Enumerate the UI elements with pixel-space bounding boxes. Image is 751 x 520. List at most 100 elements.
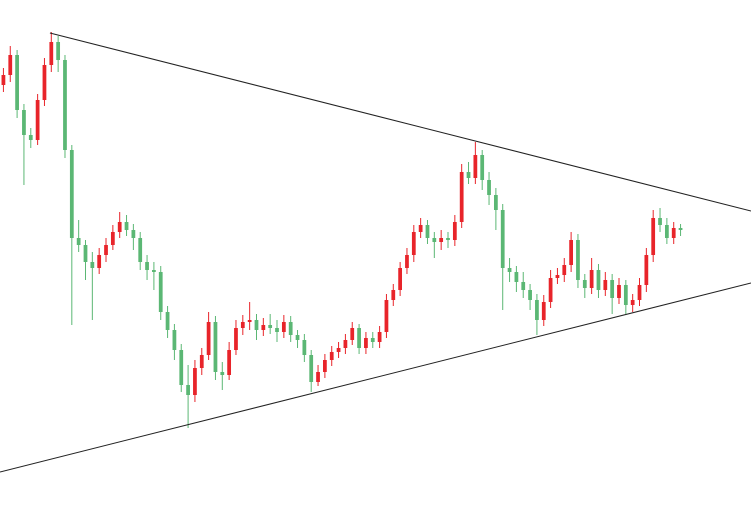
candle-body bbox=[56, 42, 61, 60]
candle-body bbox=[193, 368, 197, 395]
candle-body bbox=[562, 265, 567, 275]
candle-body bbox=[138, 238, 143, 262]
candle-body bbox=[110, 232, 115, 245]
candle-body bbox=[76, 238, 81, 245]
candle-body bbox=[336, 348, 341, 352]
candle-body bbox=[357, 328, 361, 348]
candle-body bbox=[610, 280, 615, 298]
candle-body bbox=[370, 338, 375, 342]
candle-body bbox=[411, 232, 416, 255]
candle-body bbox=[473, 155, 478, 178]
candle-body bbox=[589, 270, 594, 288]
candle-body bbox=[234, 328, 238, 350]
candle-body bbox=[104, 245, 108, 255]
candle-body bbox=[350, 328, 355, 340]
candle-body bbox=[186, 385, 190, 395]
candle-body bbox=[254, 320, 259, 330]
candle-body bbox=[439, 238, 444, 242]
candle-body bbox=[220, 372, 225, 375]
candle-body bbox=[651, 218, 656, 255]
candle-body bbox=[35, 100, 40, 140]
candle-body bbox=[603, 280, 608, 290]
trend-line bbox=[0, 282, 751, 473]
candle-body bbox=[555, 275, 560, 278]
candle-body bbox=[630, 300, 635, 305]
candle-body bbox=[199, 355, 204, 368]
candle-body bbox=[145, 262, 149, 270]
candle-body bbox=[117, 222, 122, 232]
candle-body bbox=[165, 312, 170, 330]
candle-body bbox=[83, 245, 88, 262]
candle-body bbox=[261, 325, 266, 330]
candle-body bbox=[514, 272, 519, 282]
candle-body bbox=[97, 255, 102, 268]
candle-body bbox=[569, 240, 573, 265]
candle-body bbox=[288, 322, 293, 335]
candle-body bbox=[658, 218, 662, 225]
candle-body bbox=[391, 290, 396, 300]
candle-body bbox=[528, 290, 532, 300]
candle-body bbox=[582, 280, 587, 288]
candle-body bbox=[432, 238, 437, 242]
candle-body bbox=[487, 180, 491, 195]
candle-body bbox=[90, 262, 95, 268]
candle-body bbox=[637, 285, 642, 300]
candle-body bbox=[623, 285, 628, 305]
candle-body bbox=[521, 282, 526, 290]
candle-body bbox=[268, 325, 273, 328]
candle-body bbox=[124, 222, 129, 230]
candle-body bbox=[576, 240, 580, 280]
candle-body bbox=[446, 238, 450, 240]
candle-body bbox=[69, 150, 74, 238]
candle-body bbox=[418, 225, 423, 232]
trend-line bbox=[49, 32, 751, 212]
candle-body bbox=[425, 225, 430, 238]
candle-body bbox=[309, 355, 314, 382]
candle-body bbox=[213, 322, 218, 372]
candle-body bbox=[28, 135, 33, 140]
candle-body bbox=[158, 272, 163, 312]
candle-body bbox=[172, 330, 177, 350]
candle-body bbox=[405, 255, 409, 268]
candle-body bbox=[678, 228, 683, 230]
candle-body bbox=[535, 300, 539, 320]
candle-body bbox=[302, 340, 307, 355]
candle-body bbox=[377, 332, 382, 342]
candle-body bbox=[596, 270, 601, 290]
candle-body bbox=[548, 278, 553, 302]
candle-body bbox=[466, 172, 471, 178]
candle-body bbox=[49, 42, 54, 65]
candle-body bbox=[22, 110, 26, 135]
candle-body bbox=[493, 195, 498, 210]
candle-body bbox=[247, 320, 252, 322]
candle-body bbox=[42, 65, 47, 100]
candle-body bbox=[1, 75, 6, 85]
candle-body bbox=[343, 340, 348, 348]
candle-body bbox=[480, 155, 485, 180]
candle-body bbox=[329, 352, 334, 360]
candle-body bbox=[323, 360, 327, 372]
candle-body bbox=[364, 338, 368, 348]
candle-body bbox=[644, 255, 649, 285]
candle-body bbox=[384, 300, 389, 332]
candle-body bbox=[617, 285, 621, 298]
candle-body bbox=[507, 268, 512, 272]
candle-body bbox=[152, 270, 156, 272]
candle-body bbox=[275, 328, 279, 332]
candle-body bbox=[240, 322, 245, 328]
candle-body bbox=[281, 322, 286, 332]
candle-body bbox=[295, 335, 300, 340]
candle-body bbox=[15, 55, 19, 110]
candle-body bbox=[398, 268, 403, 290]
candle-body bbox=[664, 225, 669, 238]
candle-body bbox=[541, 302, 546, 320]
candle-body bbox=[8, 55, 13, 75]
candle-body bbox=[63, 60, 67, 150]
candle-body bbox=[131, 230, 136, 238]
candle-body bbox=[500, 210, 505, 268]
candle-body bbox=[227, 350, 232, 375]
candle-body bbox=[206, 322, 211, 355]
